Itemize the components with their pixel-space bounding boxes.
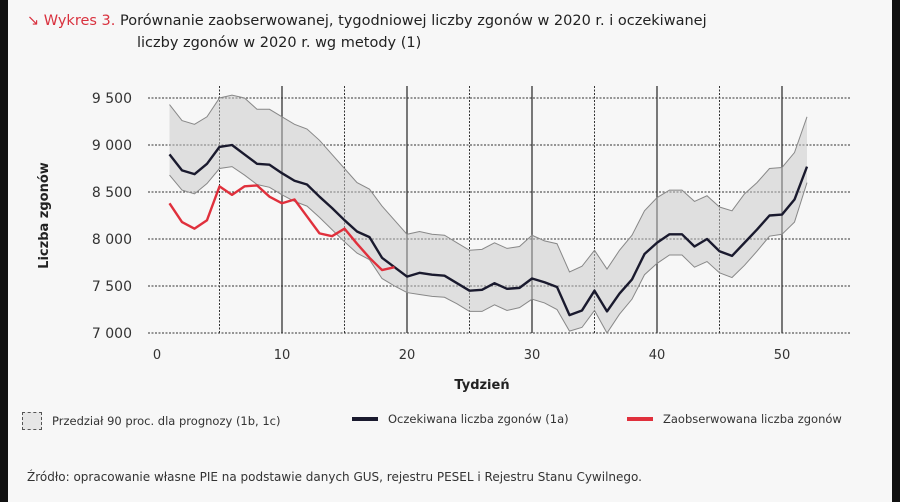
x-tick-label: 0	[153, 348, 161, 363]
legend-item-band: Przedział 90 proc. dla prognozy (1b, 1c)	[22, 412, 280, 430]
chart-title: ↘ Wykres 3. Porównanie zaobserwowanej, t…	[27, 10, 707, 54]
x-tick-label: 30	[524, 348, 541, 363]
legend-swatch-observed	[627, 417, 653, 421]
y-tick-label: 7 500	[92, 279, 132, 295]
y-axis-title: Liczba zgonów	[37, 162, 52, 269]
legend-item-expected: Oczekiwana liczba zgonów (1a)	[352, 412, 569, 426]
figure-number: Wykres 3.	[43, 13, 116, 29]
legend: Przedział 90 proc. dla prognozy (1b, 1c)…	[22, 412, 882, 436]
arrow-down-right-icon: ↘	[27, 13, 40, 29]
band-lower-line	[169, 166, 808, 334]
y-tick-label: 9 000	[92, 138, 132, 154]
band-upper-line	[169, 94, 808, 273]
y-tick-label: 9 500	[92, 91, 132, 107]
x-tick-label: 10	[274, 348, 291, 363]
confidence-band	[169, 95, 807, 334]
legend-swatch-expected	[352, 417, 378, 421]
x-tick-label: 50	[774, 348, 791, 363]
y-tick-label: 8 500	[92, 185, 132, 201]
y-tick-label: 8 000	[92, 232, 132, 248]
legend-swatch-band	[22, 412, 42, 430]
legend-label: Przedział 90 proc. dla prognozy (1b, 1c)	[52, 414, 281, 428]
title-line-2: liczby zgonów w 2020 r. wg metody (1)	[137, 35, 422, 51]
x-axis-title: Tydzień	[454, 378, 509, 393]
chart-page: ↘ Wykres 3. Porównanie zaobserwowanej, t…	[8, 0, 892, 502]
legend-label: Oczekiwana liczba zgonów (1a)	[388, 412, 569, 426]
title-line-1: Porównanie zaobserwowanej, tygodniowej l…	[120, 13, 707, 29]
expected-deaths-line	[168, 143, 809, 317]
y-tick-label: 7 000	[92, 326, 132, 342]
x-tick-label: 40	[649, 348, 666, 363]
source-note: Źródło: opracowanie własne PIE na podsta…	[27, 470, 642, 484]
x-tick-label: 20	[399, 348, 416, 363]
legend-item-observed: Zaobserwowana liczba zgonów	[627, 412, 842, 426]
observed-deaths-line	[168, 184, 395, 272]
legend-label: Zaobserwowana liczba zgonów	[663, 412, 842, 426]
line-chart: 7 000 7 500 8 000 8 500 9 000 9 500 0 10 20 30 40 5…	[37, 86, 850, 393]
